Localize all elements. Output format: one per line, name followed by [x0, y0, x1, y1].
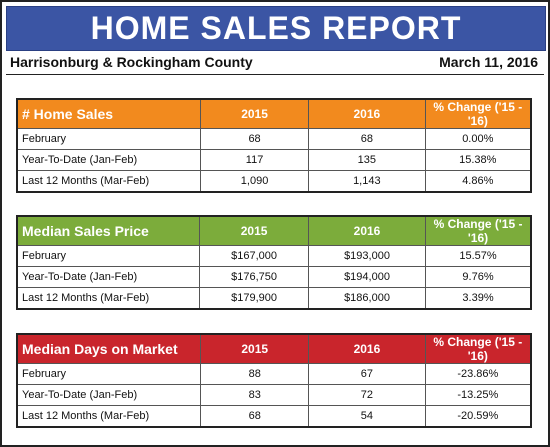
column-header-change: % Change ('15 - '16) — [424, 333, 532, 364]
table-title: Median Sales Price — [16, 215, 201, 246]
value-2016: $194,000 — [307, 266, 427, 288]
value-2015: 117 — [200, 149, 310, 171]
report-title: HOME SALES REPORT — [6, 6, 546, 51]
row-label: Year-To-Date (Jan-Feb) — [16, 266, 201, 288]
value-2015: $179,900 — [199, 287, 309, 310]
value-2016: 1,143 — [308, 170, 426, 193]
report-subheader: Harrisonburg & Rockingham County March 1… — [6, 50, 544, 75]
table-row: Year-To-Date (Jan-Feb) $176,750 $194,000… — [16, 266, 532, 288]
table-row: February 88 67 -23.86% — [16, 363, 532, 385]
home-sales-table: # Home Sales 2015 2016 % Change ('15 - '… — [16, 98, 532, 193]
row-label: February — [16, 128, 202, 150]
value-change: 0.00% — [424, 128, 532, 150]
value-change: 9.76% — [425, 266, 532, 288]
value-change: -20.59% — [424, 405, 532, 428]
value-2016: 67 — [308, 363, 426, 385]
table-title: Median Days on Market — [16, 333, 202, 364]
row-label: Last 12 Months (Mar-Feb) — [16, 170, 202, 193]
value-2016: $186,000 — [307, 287, 427, 310]
column-header-change: % Change ('15 - '16) — [425, 215, 532, 246]
value-change: 3.39% — [425, 287, 532, 310]
value-change: -23.86% — [424, 363, 532, 385]
column-header-2015: 2015 — [200, 98, 310, 129]
value-change: 4.86% — [424, 170, 532, 193]
row-label: Year-To-Date (Jan-Feb) — [16, 384, 202, 406]
value-2016: 68 — [308, 128, 426, 150]
value-2015: 68 — [200, 405, 310, 428]
table-row: Last 12 Months (Mar-Feb) 1,090 1,143 4.8… — [16, 170, 532, 193]
column-header-2016: 2016 — [307, 215, 427, 246]
table-row: February $167,000 $193,000 15.57% — [16, 245, 532, 267]
column-header-2016: 2016 — [308, 333, 426, 364]
table-header-row: Median Days on Market 2015 2016 % Change… — [16, 333, 532, 364]
report-date: March 11, 2016 — [439, 54, 538, 70]
table-row: Last 12 Months (Mar-Feb) 68 54 -20.59% — [16, 405, 532, 428]
value-2015: $176,750 — [199, 266, 309, 288]
value-2015: 83 — [200, 384, 310, 406]
value-2015: $167,000 — [199, 245, 309, 267]
row-label: Year-To-Date (Jan-Feb) — [16, 149, 202, 171]
table-row: Year-To-Date (Jan-Feb) 83 72 -13.25% — [16, 384, 532, 406]
table-header-row: Median Sales Price 2015 2016 % Change ('… — [16, 215, 532, 246]
value-change: 15.57% — [425, 245, 532, 267]
value-2016: 135 — [308, 149, 426, 171]
column-header-change: % Change ('15 - '16) — [424, 98, 532, 129]
value-2015: 68 — [200, 128, 310, 150]
column-header-2016: 2016 — [308, 98, 426, 129]
row-label: February — [16, 245, 201, 267]
value-2016: 54 — [308, 405, 426, 428]
median-sales-price-table: Median Sales Price 2015 2016 % Change ('… — [16, 215, 532, 310]
table-row: Year-To-Date (Jan-Feb) 117 135 15.38% — [16, 149, 532, 171]
table-title: # Home Sales — [16, 98, 202, 129]
row-label: February — [16, 363, 202, 385]
column-header-2015: 2015 — [200, 333, 310, 364]
median-days-on-market-table: Median Days on Market 2015 2016 % Change… — [16, 333, 532, 428]
table-row: Last 12 Months (Mar-Feb) $179,900 $186,0… — [16, 287, 532, 310]
row-label: Last 12 Months (Mar-Feb) — [16, 405, 202, 428]
value-change: 15.38% — [424, 149, 532, 171]
value-change: -13.25% — [424, 384, 532, 406]
value-2015: 1,090 — [200, 170, 310, 193]
row-label: Last 12 Months (Mar-Feb) — [16, 287, 201, 310]
value-2016: $193,000 — [307, 245, 427, 267]
table-row: February 68 68 0.00% — [16, 128, 532, 150]
value-2015: 88 — [200, 363, 310, 385]
table-header-row: # Home Sales 2015 2016 % Change ('15 - '… — [16, 98, 532, 129]
value-2016: 72 — [308, 384, 426, 406]
column-header-2015: 2015 — [199, 215, 309, 246]
location-label: Harrisonburg & Rockingham County — [10, 54, 253, 70]
